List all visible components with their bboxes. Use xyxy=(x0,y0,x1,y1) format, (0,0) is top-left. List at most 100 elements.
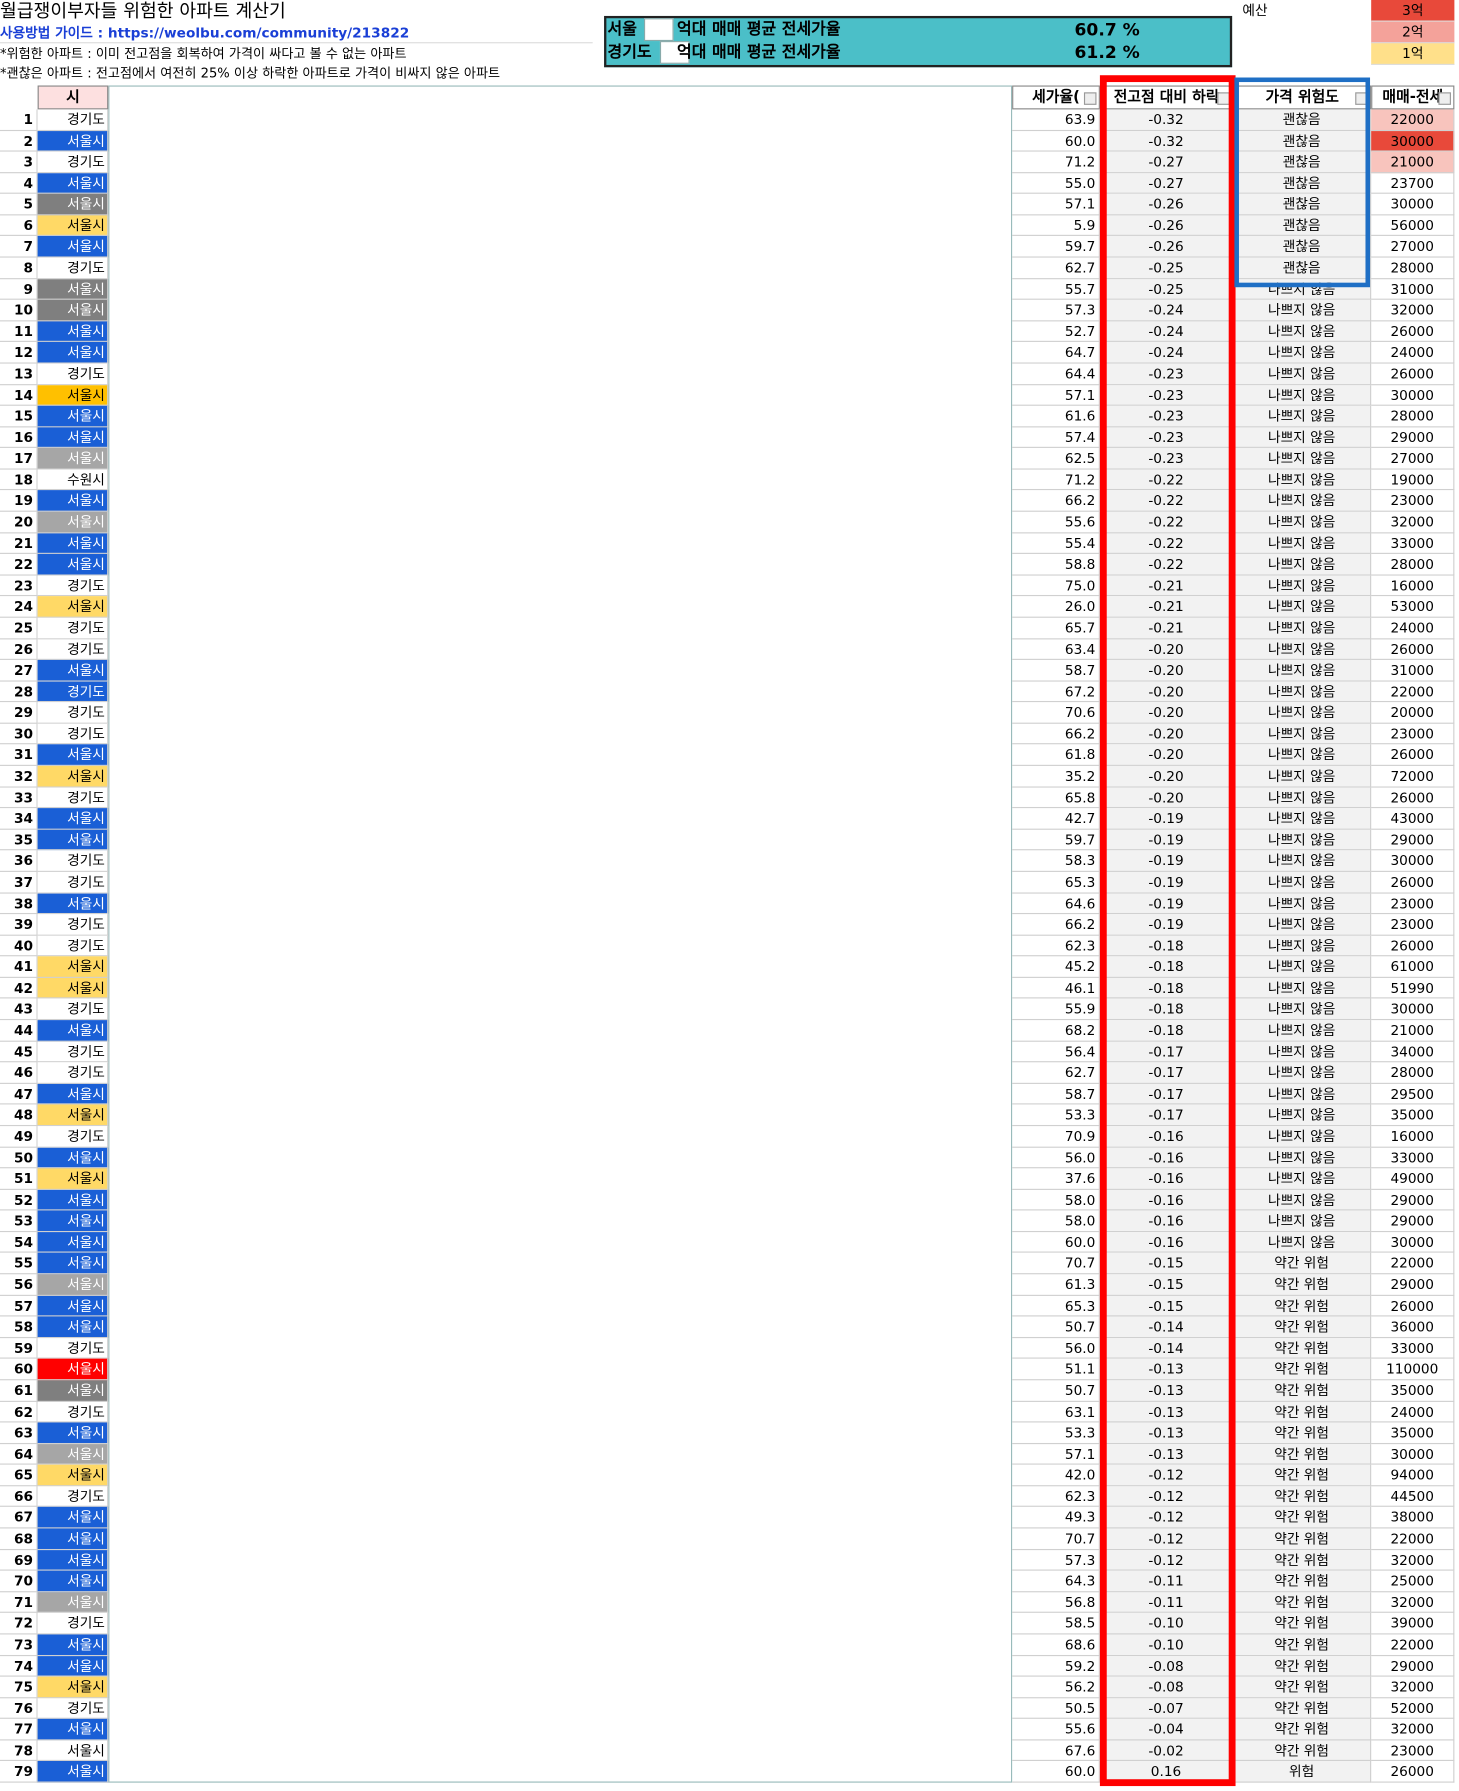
city-cell: 경기도 xyxy=(37,787,109,809)
drop-cell: -0.21 xyxy=(1099,575,1234,597)
summary-label: 억대 매매 평균 전세가율 xyxy=(677,43,841,62)
ratio-cell: 59.7 xyxy=(1012,236,1100,258)
drop-cell: -0.13 xyxy=(1099,1359,1234,1381)
row-number: 59 xyxy=(0,1337,38,1360)
gap-cell: 49000 xyxy=(1371,1168,1455,1190)
risk-cell: 위험 xyxy=(1233,1761,1372,1783)
ratio-cell: 57.3 xyxy=(1012,1549,1100,1571)
risk-cell: 나쁘지 않음 xyxy=(1233,1168,1372,1190)
row-number: 53 xyxy=(0,1210,38,1232)
summary-label: 억대 매매 평균 전세가율 xyxy=(677,20,841,39)
risk-cell: 나쁘지 않음 xyxy=(1233,914,1372,936)
gap-cell: 33000 xyxy=(1371,1337,1455,1360)
ratio-cell: 58.7 xyxy=(1012,1083,1100,1105)
risk-cell: 나쁘지 않음 xyxy=(1233,829,1372,851)
row-number: 11 xyxy=(0,321,38,343)
drop-cell: -0.18 xyxy=(1099,935,1234,957)
risk-cell: 나쁘지 않음 xyxy=(1233,554,1372,576)
ratio-cell: 68.2 xyxy=(1012,1020,1100,1042)
city-cell: 수원시 xyxy=(37,469,109,491)
risk-cell: 나쁘지 않음 xyxy=(1233,998,1372,1021)
ratio-cell: 55.6 xyxy=(1012,511,1100,534)
drop-cell: -0.19 xyxy=(1099,829,1234,851)
city-cell: 서울시 xyxy=(37,236,109,258)
drop-cell: -0.16 xyxy=(1099,1147,1234,1169)
ratio-cell: 62.3 xyxy=(1012,1486,1100,1508)
city-cell: 서울시 xyxy=(37,1359,109,1381)
risk-cell: 나쁘지 않음 xyxy=(1233,723,1372,745)
gap-cell: 26000 xyxy=(1371,638,1455,661)
ratio-cell: 55.6 xyxy=(1012,1719,1100,1741)
city-cell: 경기도 xyxy=(37,935,109,957)
row-number: 71 xyxy=(0,1592,38,1614)
ratio-cell: 67.6 xyxy=(1012,1740,1100,1762)
note: *괜찮은 아파트 : 전고점에서 여전히 25% 이상 하락한 아파트로 가격이… xyxy=(0,64,501,81)
drop-cell: -0.19 xyxy=(1099,871,1234,894)
filter-button[interactable] xyxy=(1438,92,1451,105)
row-number: 6 xyxy=(0,215,38,237)
risk-cell: 나쁘지 않음 xyxy=(1233,702,1372,724)
city-cell: 서울시 xyxy=(37,1083,109,1105)
ratio-cell: 57.1 xyxy=(1012,194,1100,216)
ratio-cell: 56.0 xyxy=(1012,1147,1100,1169)
row-number: 39 xyxy=(0,914,38,936)
row-number: 27 xyxy=(0,660,38,682)
ratio-cell: 58.0 xyxy=(1012,1210,1100,1232)
city-cell: 서울시 xyxy=(37,765,109,788)
guide-link[interactable]: 사용방법 가이드 : https://weolbu.com/community/… xyxy=(0,23,593,44)
risk-cell: 나쁘지 않음 xyxy=(1233,744,1372,766)
row-number: 7 xyxy=(0,236,38,258)
risk-cell: 나쁘지 않음 xyxy=(1233,1210,1372,1232)
drop-cell: -0.13 xyxy=(1099,1422,1234,1444)
row-number: 3 xyxy=(0,151,38,173)
drop-cell: -0.17 xyxy=(1099,1104,1234,1127)
drop-cell: -0.16 xyxy=(1099,1189,1234,1211)
city-cell: 경기도 xyxy=(37,1401,109,1423)
gap-cell: 23000 xyxy=(1371,1740,1455,1762)
city-cell: 서울시 xyxy=(37,1464,109,1487)
risk-cell: 나쁘지 않음 xyxy=(1233,490,1372,512)
gap-cell: 61000 xyxy=(1371,956,1455,978)
row-number: 73 xyxy=(0,1634,38,1656)
row-number: 55 xyxy=(0,1253,38,1275)
row-number: 79 xyxy=(0,1761,38,1783)
drop-cell: -0.14 xyxy=(1099,1337,1234,1360)
filter-button[interactable] xyxy=(1083,92,1097,105)
drop-cell: -0.19 xyxy=(1099,850,1234,872)
gap-cell: 26000 xyxy=(1371,935,1455,957)
gap-cell: 29000 xyxy=(1371,1210,1455,1232)
gap-cell: 51990 xyxy=(1371,977,1455,999)
drop-cell: -0.24 xyxy=(1099,321,1234,343)
ratio-cell: 66.2 xyxy=(1012,723,1100,745)
drop-cell: -0.20 xyxy=(1099,681,1234,703)
budget-option: 1억 xyxy=(1371,43,1455,65)
gap-cell: 110000 xyxy=(1371,1359,1455,1381)
row-number: 2 xyxy=(0,130,38,152)
gap-cell: 23700 xyxy=(1371,172,1455,195)
gap-cell: 16000 xyxy=(1371,575,1455,597)
gap-cell: 30000 xyxy=(1371,1231,1455,1254)
city-cell: 서울시 xyxy=(37,1740,109,1762)
city-cell: 서울시 xyxy=(37,1655,109,1677)
drop-cell: -0.20 xyxy=(1099,660,1234,682)
city-cell: 경기도 xyxy=(37,638,109,661)
drop-cell: -0.18 xyxy=(1099,977,1234,999)
row-number: 67 xyxy=(0,1507,38,1529)
row-number: 16 xyxy=(0,427,38,449)
gap-cell: 29500 xyxy=(1371,1083,1455,1105)
ratio-cell: 65.7 xyxy=(1012,617,1100,639)
risk-cell: 나쁘지 않음 xyxy=(1233,1147,1372,1169)
city-cell: 서울시 xyxy=(37,300,109,322)
row-number: 57 xyxy=(0,1295,38,1317)
risk-cell: 나쁘지 않음 xyxy=(1233,893,1372,915)
gap-cell: 30000 xyxy=(1371,998,1455,1021)
city-cell: 서울시 xyxy=(37,1570,109,1593)
ratio-cell: 5.9 xyxy=(1012,215,1100,237)
ratio-cell: 59.7 xyxy=(1012,829,1100,851)
gap-cell: 30000 xyxy=(1371,1443,1455,1465)
gap-cell: 32000 xyxy=(1371,511,1455,534)
gap-cell: 30000 xyxy=(1371,850,1455,872)
budget-label: 예산 xyxy=(1242,2,1268,19)
drop-cell: -0.23 xyxy=(1099,448,1234,470)
